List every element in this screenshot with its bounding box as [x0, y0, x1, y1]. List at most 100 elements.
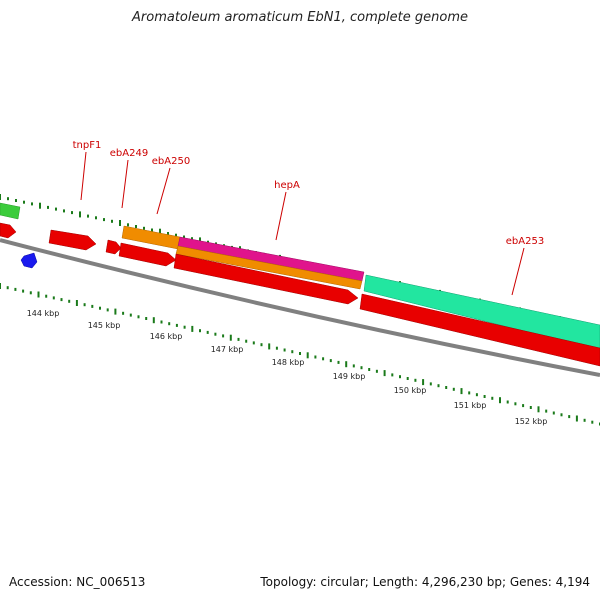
inner-scale-tick — [475, 393, 478, 397]
outer-scale-tick — [191, 237, 193, 241]
gene-red-3 — [105, 239, 122, 255]
inner-scale-tick — [0, 283, 1, 289]
inner-scale-tick — [245, 339, 248, 343]
inner-scale-tick — [591, 420, 594, 424]
outer-scale-tick — [63, 209, 65, 213]
inner-scale-tick — [468, 391, 471, 395]
inner-scale-tick — [560, 413, 563, 417]
gene-red-hepA — [173, 253, 359, 305]
gene-label-tnpF1: tnpF1 — [73, 140, 102, 151]
inner-scale-tick — [314, 355, 317, 359]
inner-scale-tick — [391, 373, 394, 377]
outer-scale-tick — [55, 207, 57, 211]
inner-scale-tick — [445, 386, 448, 389]
inner-scale-tick — [352, 364, 355, 368]
inner-scale-tick — [568, 415, 571, 419]
outer-scale-tick — [15, 199, 17, 202]
outer-scale-tick — [199, 237, 201, 244]
inner-scale-tick — [229, 334, 232, 341]
inner-scale-tick — [175, 323, 178, 327]
inner-scale-tick — [199, 329, 201, 333]
inner-scale-tick — [52, 296, 55, 300]
outer-scale-tick — [47, 205, 49, 209]
inner-scale-tick — [375, 369, 378, 373]
inner-scale-tick — [60, 298, 63, 302]
inner-scale-tick — [406, 377, 409, 380]
inner-scale-tick — [237, 337, 240, 341]
inner-scale-tick — [360, 366, 363, 370]
inner-scale-tick — [283, 348, 286, 352]
inner-scale-tick — [268, 343, 271, 350]
inner-scale-tick — [22, 289, 25, 293]
outer-scale-tick — [151, 228, 153, 232]
inner-scale-tick — [275, 346, 278, 350]
callout-line-ebA249 — [121, 159, 129, 209]
gene-label-ebA253: ebA253 — [506, 236, 544, 247]
inner-scale-tick — [322, 357, 325, 361]
inner-scale-dots — [0, 283, 600, 426]
gene-red-tnpF1 — [118, 242, 177, 267]
inner-scale-tick — [460, 388, 463, 395]
inner-scale-tick — [299, 352, 301, 355]
kbp-label-145: 145 kbp — [88, 321, 121, 330]
outer-scale-tick — [39, 202, 41, 209]
inner-scale-tick — [337, 360, 340, 364]
inner-scale-tick — [452, 387, 455, 391]
accession-text: Accession: NC_006513 — [9, 575, 146, 589]
gene-label-ebA250: ebA250 — [152, 156, 190, 167]
outer-scale-tick — [87, 214, 89, 218]
inner-scale-tick — [583, 418, 586, 422]
outer-scale-tick — [23, 200, 25, 204]
outer-scale-tick — [119, 220, 121, 226]
inner-scale-tick — [75, 300, 78, 306]
gene-red-1 — [0, 222, 17, 239]
inner-scale-tick — [414, 378, 417, 382]
outer-scale-tick — [79, 211, 81, 218]
inner-scale-tick — [368, 368, 371, 371]
outer-scale-tick — [103, 218, 105, 222]
inner-scale-tick — [99, 306, 101, 310]
inner-scale-tick — [45, 294, 48, 298]
map-title: Aromatoleum aromaticum EbN1, complete ge… — [132, 10, 468, 25]
gene-orange-ebA250 — [175, 245, 363, 290]
inner-scale-tick — [145, 317, 148, 320]
outer-scale-tick — [7, 197, 9, 201]
kbp-label-150: 150 kbp — [394, 386, 427, 395]
inner-scale-tick — [168, 322, 171, 326]
inner-scale-tick — [214, 332, 217, 336]
genome-stats-text: Topology: circular; Length: 4,296,230 bp… — [260, 575, 590, 589]
inner-scale-tick — [552, 411, 555, 415]
inner-scale-tick — [345, 361, 348, 368]
gene-red-2 — [48, 229, 97, 251]
kbp-label-149: 149 kbp — [333, 372, 366, 381]
inner-scale-tick — [483, 395, 486, 398]
outer-scale-tick — [127, 223, 129, 227]
inner-scale-tick — [160, 320, 163, 324]
inner-scale-tick — [522, 404, 525, 408]
inner-scale-tick — [437, 384, 440, 388]
gene-blue — [20, 252, 38, 269]
outer-scale-tick — [0, 194, 1, 200]
inner-scale-tick — [422, 379, 425, 386]
inner-scale-tick — [106, 308, 109, 312]
inner-scale-tick — [399, 375, 401, 379]
inner-scale-tick — [429, 382, 432, 386]
outer-scale-tick — [143, 226, 145, 230]
inner-scale-tick — [529, 406, 532, 409]
inner-scale-tick — [491, 396, 494, 400]
kbp-label-151: 151 kbp — [454, 401, 487, 410]
inner-scale-tick — [537, 406, 540, 413]
inner-scale-tick — [14, 287, 17, 291]
inner-scale-tick — [114, 308, 117, 315]
inner-scale-tick — [260, 343, 263, 347]
inner-scale-tick — [29, 291, 32, 295]
outer-scale-tick — [31, 202, 33, 206]
inner-scale-tick — [306, 352, 309, 359]
inner-scale-tick — [291, 350, 294, 354]
inner-scale-tick — [6, 286, 9, 290]
inner-scale-tick — [499, 397, 501, 404]
inner-scale-tick — [68, 299, 71, 303]
outer-scale-tick — [111, 219, 113, 223]
inner-scale-tick — [222, 334, 225, 338]
